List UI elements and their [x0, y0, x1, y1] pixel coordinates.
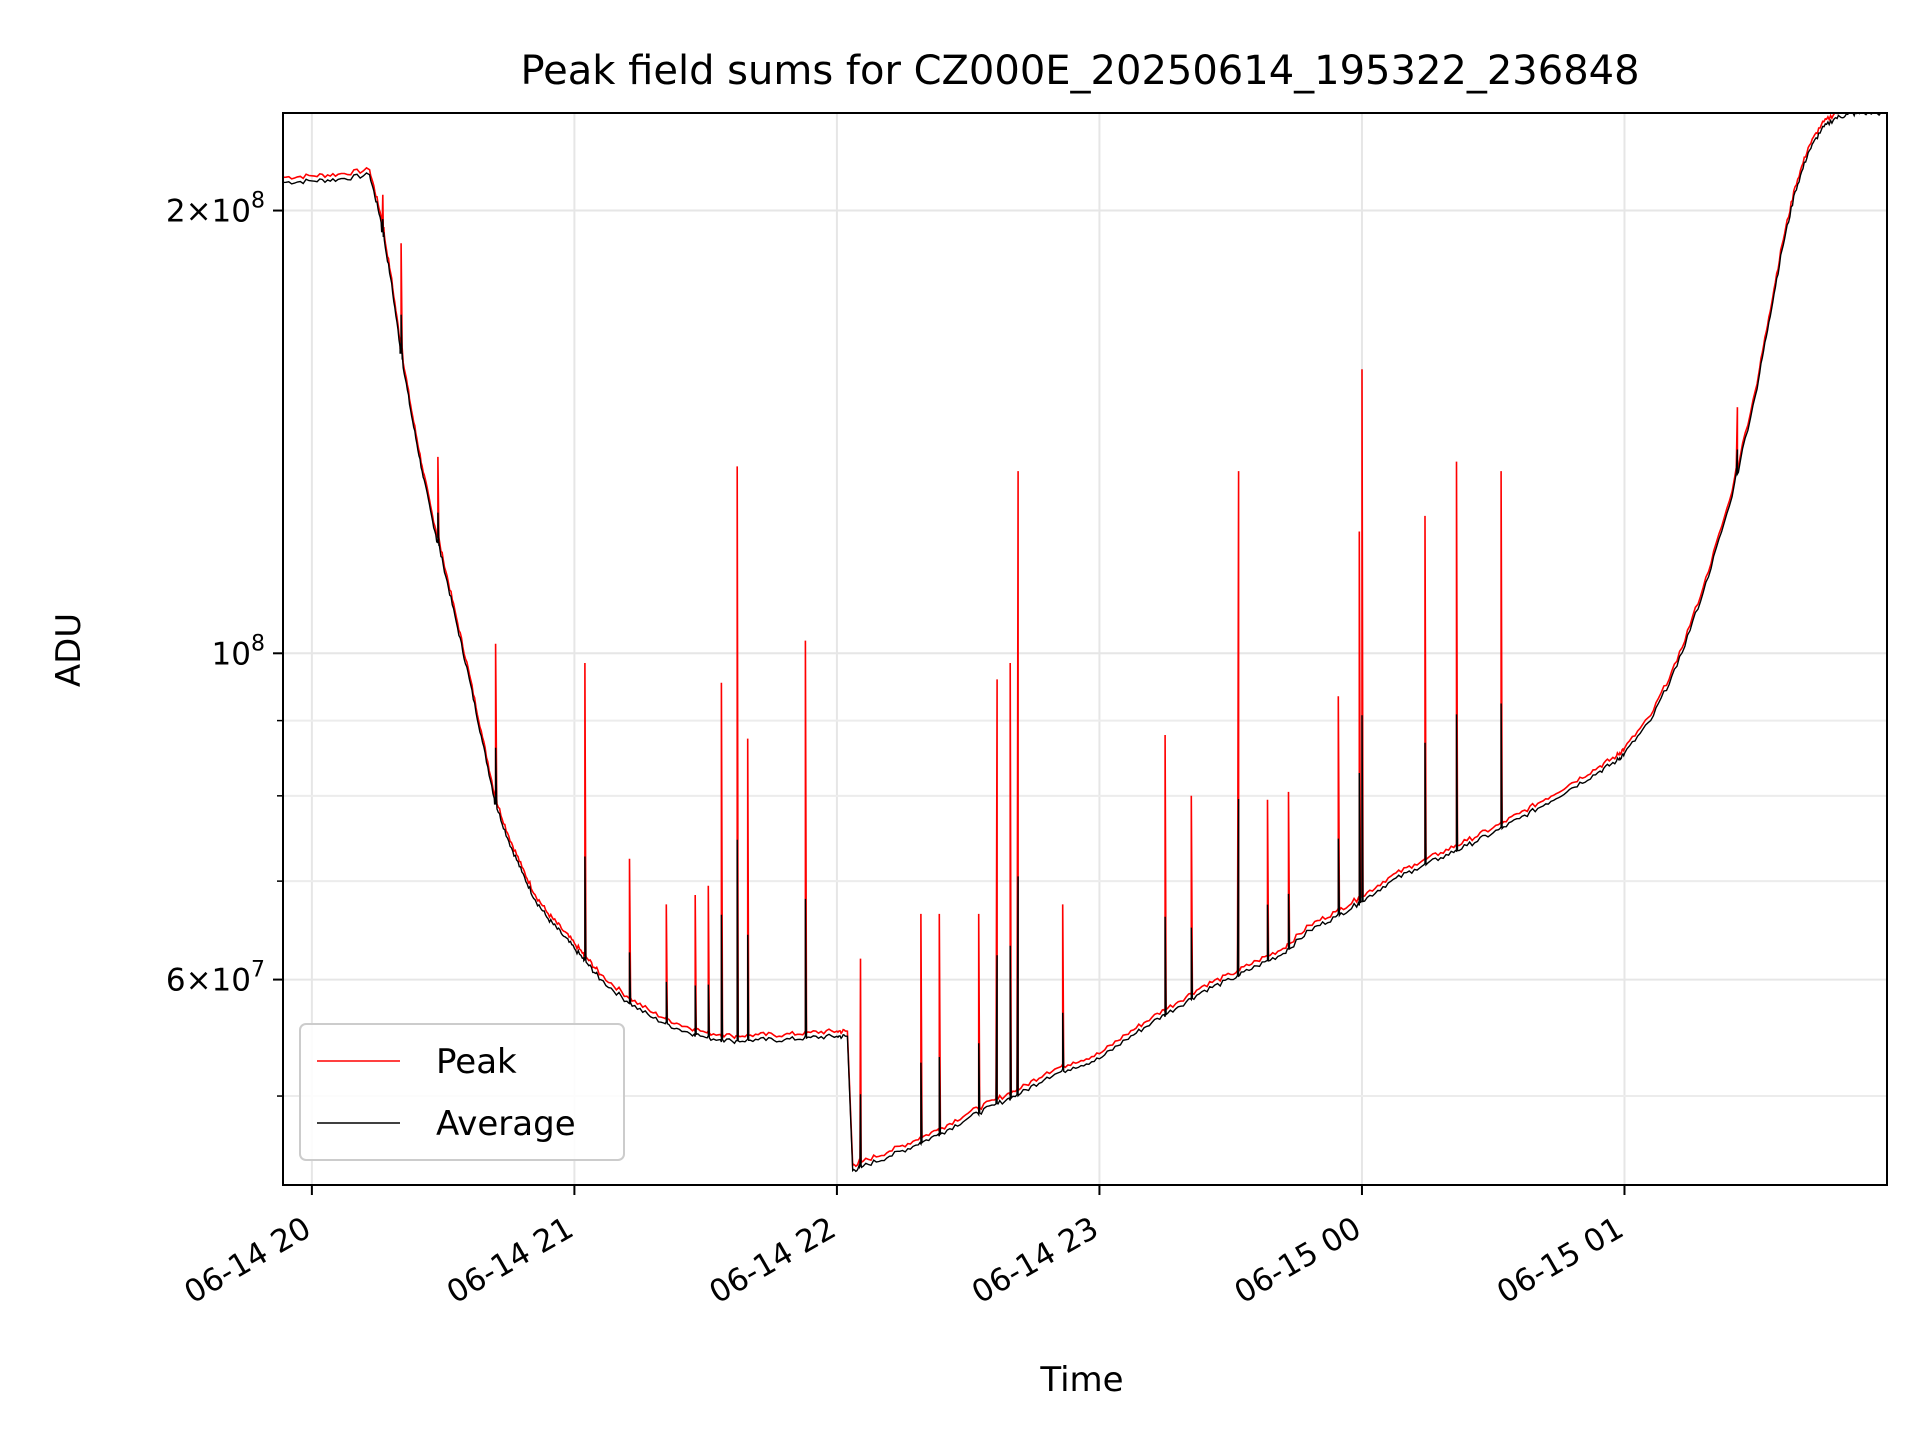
legend-label-peak: Peak [436, 1042, 517, 1082]
x-axis-label: Time [1039, 1360, 1123, 1400]
y-tick-label: 6×107 [166, 958, 265, 999]
chart-title: Peak field sums for CZ000E_20250614_1953… [520, 48, 1639, 94]
legend-box [299, 1023, 625, 1161]
legend: Peak Average [299, 1023, 625, 1161]
plot-area [283, 113, 1887, 1173]
y-tick-label: 108 [212, 631, 265, 672]
grid [283, 113, 1887, 1185]
y-axis-label: ADU [49, 613, 89, 687]
series-line-average [283, 113, 1887, 1173]
y-tick-label: 2×108 [166, 189, 265, 230]
plot-frame [282, 112, 1888, 1186]
legend-label-average: Average [436, 1104, 576, 1144]
